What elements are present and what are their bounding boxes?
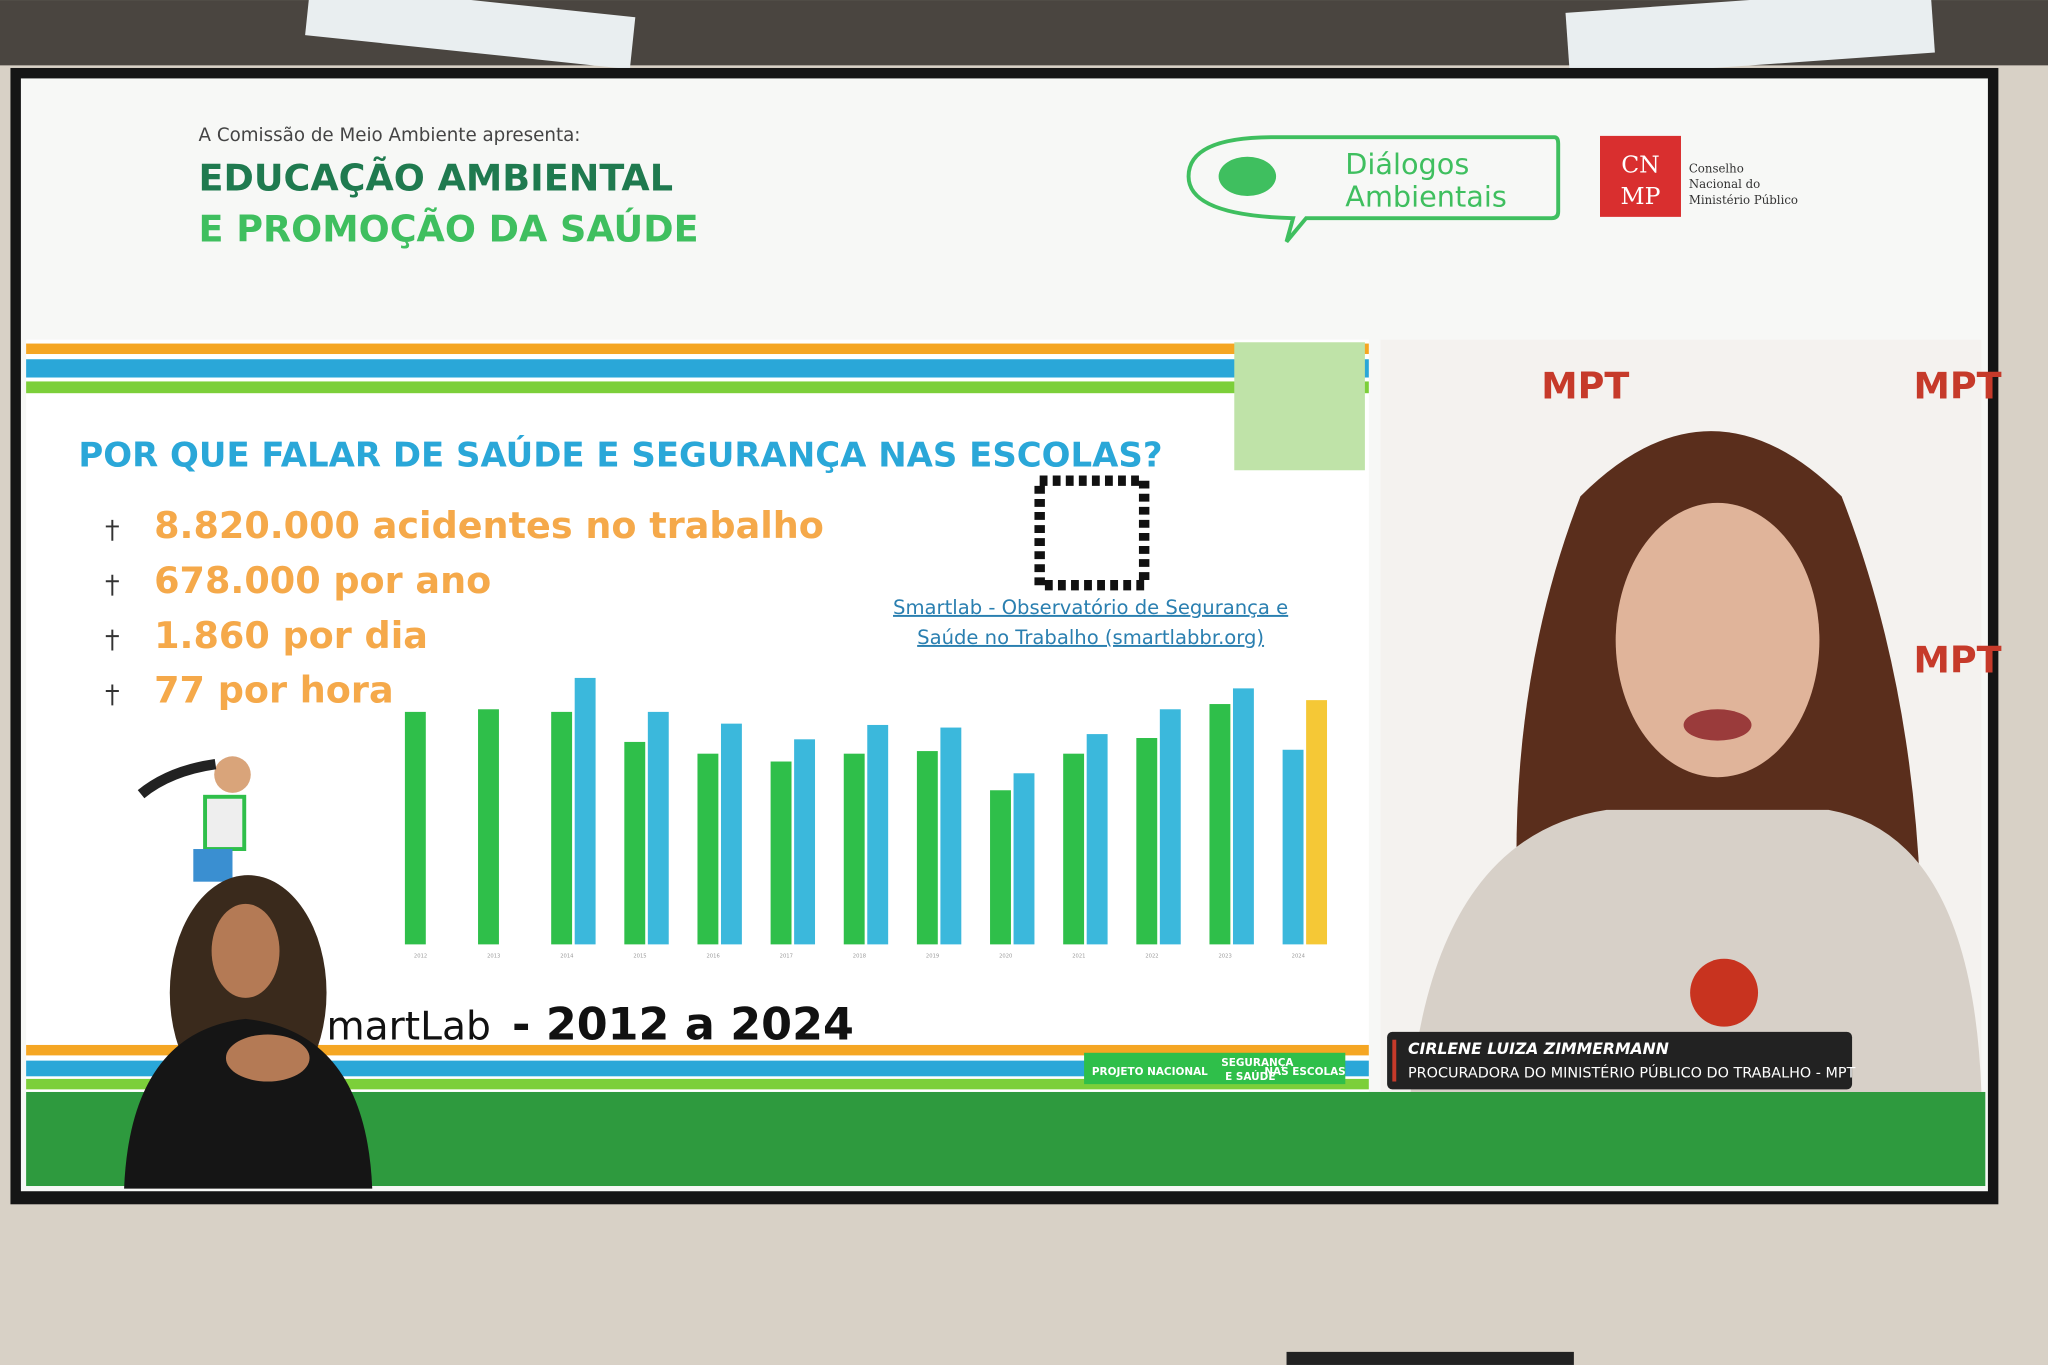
bar (624, 741, 646, 945)
x-tick-label: 2020 (999, 953, 1012, 959)
interpreter (124, 875, 373, 1189)
cnmp-text: Nacional do (1689, 177, 1760, 191)
chair (1286, 1351, 1574, 1365)
cnmp-abbr: CN (1621, 150, 1660, 178)
banner-text: SEGURANÇA (1221, 1057, 1294, 1069)
x-tick-label: 2016 (706, 953, 719, 959)
x-tick-label: 2023 (1218, 953, 1231, 959)
x-tick-label: 2013 (487, 953, 500, 959)
bar (940, 727, 962, 945)
bar (720, 723, 742, 945)
speaker (1410, 431, 1982, 1092)
x-tick-label: 2021 (1072, 953, 1085, 959)
speaker-name: CIRLENE LUIZA ZIMMERMANN (1408, 1039, 1669, 1058)
intro: A Comissão de Meio Ambiente apresenta: (199, 125, 581, 146)
title-line1: EDUCAÇÃO AMBIENTAL (199, 156, 674, 200)
bar (1209, 704, 1231, 945)
cnmp-abbr: MP (1621, 182, 1661, 210)
bar-chart: 2012 2013 2014 2015 2016 2017 2018 2019 2020 2021… (404, 677, 1328, 959)
watermark: MPT (1913, 639, 2001, 682)
hanging-banner (305, 0, 636, 70)
bullet-text: 1.860 por dia (154, 614, 428, 657)
bar (990, 790, 1011, 945)
x-tick-label: 2012 (414, 953, 427, 959)
banner: PROJETO NACIONAL SEGURANÇA E SAÚDE NAS E… (1084, 1052, 1346, 1085)
stripe (26, 1060, 1369, 1077)
bullet-cross (105, 629, 119, 651)
bullet-text: 678.000 por ano (154, 559, 491, 602)
link[interactable]: Saúde no Trabalho (smartlabbr.org) (917, 626, 1264, 649)
stripe (26, 381, 1369, 394)
x-tick-label: 2022 (1145, 953, 1158, 959)
qr-code (1034, 475, 1150, 591)
watermark: MPT (1913, 364, 2001, 407)
bar (867, 724, 889, 945)
bullet-cross (105, 519, 119, 541)
x-tick-label: 2017 (780, 953, 793, 959)
bar (1232, 688, 1254, 945)
cnmp-text: Ministério Público (1689, 193, 1798, 207)
x-tick-label: 2018 (853, 953, 866, 959)
bar (1086, 734, 1108, 945)
x-tick-label: 2019 (926, 953, 939, 959)
dialogos-logo: Diálogos Ambientais (1186, 135, 1561, 243)
bar (770, 761, 792, 945)
bar (1306, 700, 1328, 945)
lower-third (1387, 1031, 1853, 1090)
bullet-text: 8.820.000 acidentes no trabalho (154, 504, 824, 547)
bar (404, 711, 426, 945)
bar (551, 711, 573, 945)
bar (1063, 753, 1085, 945)
footer-brand: martLab (327, 1005, 491, 1050)
banner-text: PROJETO NACIONAL (1092, 1066, 1208, 1078)
stripe (26, 343, 1369, 355)
question: POR QUE FALAR DE SAÚDE E SEGURANÇA NAS E… (78, 434, 1162, 475)
watermark: MPT (1541, 364, 1629, 407)
bullet-cross (105, 574, 119, 596)
bar (647, 711, 669, 945)
dialogos-text: Diálogos (1345, 147, 1469, 181)
footer-years: - 2012 a 2024 (512, 1000, 854, 1051)
bullet-cross (105, 684, 119, 706)
bar (478, 709, 499, 945)
stripe (26, 359, 1369, 378)
banner-text: E SAÚDE (1225, 1070, 1275, 1083)
x-tick-label: 2015 (633, 953, 646, 959)
bar (574, 677, 596, 945)
cnmp-logo: CN MP Conselho Nacional do Ministério Pú… (1600, 135, 1798, 217)
illustration (137, 756, 251, 882)
bar (916, 751, 938, 945)
lower-third-accent (1392, 1039, 1397, 1082)
cnmp-text: Conselho (1689, 161, 1744, 175)
dialogos-text: Ambientais (1345, 179, 1507, 213)
bar (1136, 738, 1158, 945)
bullet-text: 77 por hora (154, 669, 394, 712)
speaker-role: PROCURADORA DO MINISTÉRIO PÚBLICO DO TRA… (1408, 1064, 1856, 1082)
bar (843, 753, 865, 945)
title-line2: E PROMOÇÃO DA SAÚDE (199, 207, 699, 251)
bar (1159, 709, 1181, 945)
bar (1282, 749, 1304, 945)
x-tick-label: 2014 (560, 953, 574, 959)
banner-text: NAS ESCOLAS (1264, 1066, 1345, 1078)
bar (697, 753, 719, 945)
link[interactable]: Smartlab - Observatório de Segurança e (893, 596, 1288, 619)
bar (794, 739, 816, 945)
hanging-banner (1565, 0, 1935, 79)
stripe (26, 1078, 1369, 1090)
bar (1013, 773, 1035, 945)
x-tick-label: 2024 (1292, 953, 1306, 959)
bullet-list: 8.820.000 acidentes no trabalho 678.000 p… (105, 504, 824, 712)
poster-thumb (1234, 342, 1365, 471)
stripe (26, 1044, 1369, 1056)
